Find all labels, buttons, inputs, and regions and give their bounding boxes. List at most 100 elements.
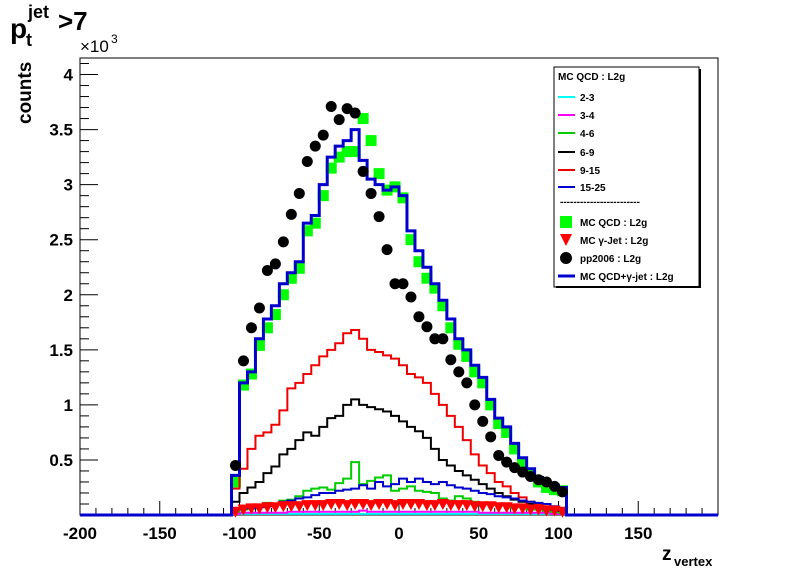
data-point: [397, 278, 409, 290]
y-exponent-power: 3: [111, 32, 118, 46]
data-point: [253, 339, 265, 351]
data-point: [429, 282, 441, 294]
data-point: [501, 456, 513, 468]
data-point: [461, 377, 473, 389]
data-point: [357, 113, 369, 125]
data-point: [421, 272, 433, 284]
x-axis-label-main: z: [662, 544, 672, 565]
legend-entry: MC QCD+γ-jet : L2g: [558, 272, 674, 283]
series-line: [230, 477, 568, 515]
data-point: [485, 399, 497, 411]
data-point: [404, 498, 417, 510]
legend: MC QCD : L2g ------------------------ 2-…: [553, 66, 701, 288]
data-point: [301, 225, 313, 237]
x-tick-label: 0: [394, 524, 403, 543]
data-point: [349, 146, 361, 158]
data-point: [428, 500, 441, 512]
x-tick-label: -150: [143, 524, 177, 543]
data-point: [301, 156, 313, 168]
legend-entry: 9-15: [558, 166, 600, 177]
data-point: [469, 366, 481, 378]
legend-entry: 2-3: [558, 93, 595, 104]
data-point: [396, 498, 409, 510]
data-point: [269, 502, 282, 514]
data-point: [253, 302, 265, 314]
data-point: [245, 503, 258, 515]
data-point: [389, 278, 401, 290]
data-point: [476, 501, 489, 513]
data-point: [333, 114, 345, 126]
data-point: [277, 289, 289, 301]
y-tick-label: 0.5: [49, 451, 73, 470]
legend-label: 2-3: [580, 93, 595, 104]
series-line: [230, 509, 568, 515]
data-point: [341, 146, 353, 158]
data-point: [437, 300, 449, 312]
data-point: [269, 258, 281, 270]
series-2-3: [230, 512, 568, 515]
title-sup: jet: [27, 2, 49, 22]
data-point: [485, 431, 497, 443]
legend-circle-marker: [560, 252, 572, 264]
legend-label: 15-25: [580, 183, 606, 194]
legend-entry: MC γ-Jet : L2g: [560, 234, 648, 247]
data-point: [293, 262, 305, 274]
data-point: [389, 500, 402, 512]
data-point: [309, 500, 322, 512]
y-tick-label: 2.5: [49, 231, 73, 250]
data-point: [549, 480, 561, 492]
data-point: [397, 192, 409, 204]
data-point: [437, 333, 449, 345]
data-point: [405, 234, 417, 246]
legend-entry: 15-25: [558, 183, 606, 194]
svg-text:p: p: [10, 13, 27, 44]
y-exponent-prefix: ×10: [80, 37, 109, 56]
data-point: [325, 162, 337, 174]
data-point: [325, 100, 337, 112]
legend-triangle-marker: [560, 234, 572, 246]
data-point: [261, 322, 273, 334]
legend-label: 9-15: [580, 166, 600, 177]
data-point: [477, 377, 489, 389]
data-point: [253, 503, 266, 515]
data-point: [317, 500, 330, 512]
x-tick-label: 100: [544, 524, 572, 543]
data-point: [365, 135, 377, 147]
data-point: [341, 500, 354, 512]
data-point: [461, 350, 473, 362]
data-point: [493, 418, 505, 430]
legend-entry: 3-4: [558, 111, 595, 122]
data-point: [373, 211, 385, 223]
data-point: [444, 500, 457, 512]
data-point: [445, 322, 457, 334]
data-point: [237, 504, 250, 516]
data-point: [317, 190, 329, 202]
data-point: [309, 140, 321, 152]
data-point: [230, 459, 242, 471]
legend-label: MC QCD+γ-jet : L2g: [580, 272, 674, 283]
x-tick-label: 50: [469, 524, 488, 543]
data-point: [365, 187, 377, 199]
data-point: [301, 500, 314, 512]
y-tick-label: 3.5: [49, 121, 73, 140]
data-point: [453, 366, 465, 378]
data-point: [285, 501, 298, 513]
data-point: [468, 501, 481, 513]
data-point: [349, 107, 361, 119]
x-tick-label: -50: [307, 524, 332, 543]
series-15-25: [230, 477, 568, 515]
data-point: [237, 355, 249, 367]
legend-label: pp2006 : L2g: [580, 254, 641, 265]
data-point: [261, 502, 274, 514]
data-point: [413, 256, 425, 268]
y-tick-label: 4: [64, 66, 74, 85]
data-point: [413, 311, 425, 323]
series-line: [80, 128, 718, 517]
axes: -200 -150 -100 -50 0 50 100 150 0.5 1 1.5 2 2.5 3 3.5 4: [49, 63, 703, 543]
data-point: [261, 265, 273, 277]
data-point: [269, 309, 281, 321]
data-point: [293, 187, 305, 199]
data-point: [421, 321, 433, 333]
data-point: [509, 443, 521, 455]
data-point: [556, 486, 568, 498]
